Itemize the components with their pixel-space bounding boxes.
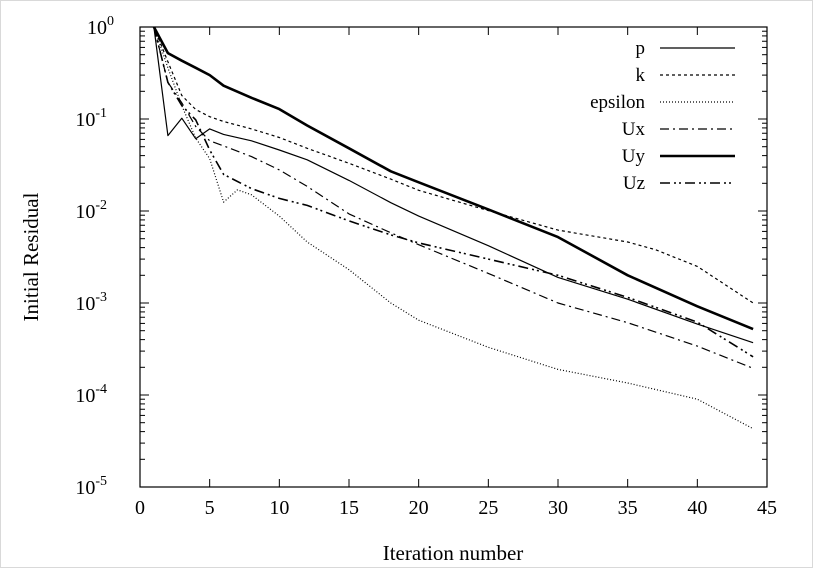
legend-label-uy: Uy (622, 146, 646, 167)
x-tick-label: 0 (135, 497, 145, 519)
y-axis-label: Initial Residual (19, 192, 43, 321)
series-line-uy (152, 26, 754, 331)
x-tick-label: 5 (205, 497, 215, 519)
x-axis-label: Iteration number (383, 541, 524, 565)
series-line-epsilon (153, 26, 754, 430)
legend-label-ux: Ux (622, 119, 646, 140)
y-tick-label: 100 (87, 14, 114, 39)
y-tick-label: 10-4 (75, 382, 107, 407)
legend: pk epsilon Ux Uy Uz (590, 38, 735, 194)
y-tick-label: 10-5 (75, 474, 107, 499)
legend-label-uz: Uz (623, 173, 645, 194)
series-line-ux (153, 26, 754, 369)
y-tick-label: 10-3 (75, 290, 107, 315)
x-tick-label: 30 (548, 497, 568, 519)
legend-label-p: p (636, 38, 646, 59)
x-tick-label: 15 (339, 497, 359, 519)
series-lines (152, 26, 754, 430)
x-tick-label: 45 (757, 497, 777, 519)
axis-ticks: 0 5 10 15 20 25 30 35 40 45 100 10-1 10-2 10-3 10-4 10-… (75, 14, 777, 519)
x-tick-label: 35 (618, 497, 638, 519)
y-tick-label: 10-1 (75, 106, 107, 131)
series-line-p (153, 26, 754, 344)
plot-area-border (139, 26, 768, 488)
x-tick-label: 40 (687, 497, 707, 519)
x-tick-label: 20 (409, 497, 429, 519)
y-tick-label: 10-2 (75, 198, 107, 223)
x-tick-label: 10 (269, 497, 289, 519)
legend-label-epsilon: epsilon (590, 92, 645, 113)
series-line-uz (153, 26, 754, 358)
legend-label-k: k (636, 65, 646, 86)
x-tick-label: 25 (478, 497, 498, 519)
series-line-k (153, 26, 754, 304)
